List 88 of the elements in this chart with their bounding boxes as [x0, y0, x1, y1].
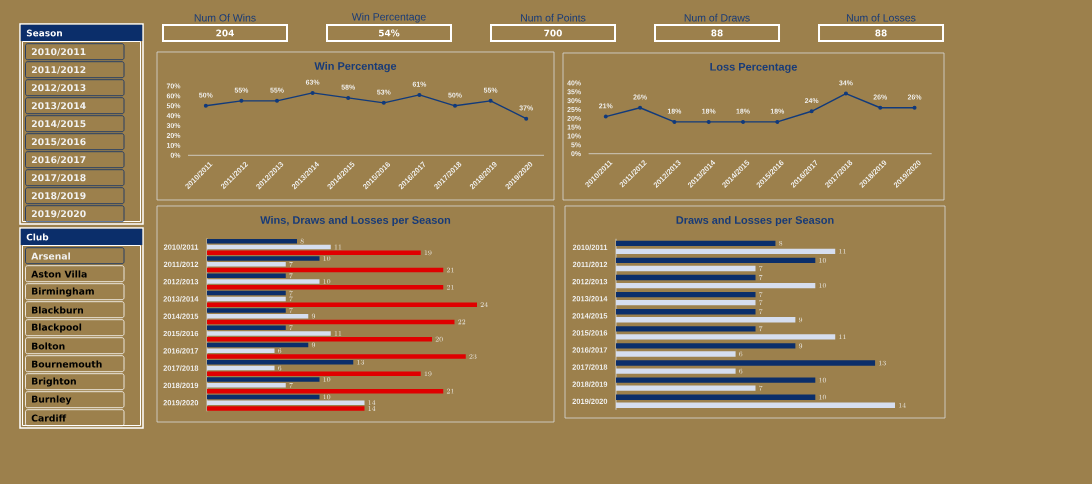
- chart-title: Wins, Draws and Losses per Season: [260, 215, 451, 227]
- point: [346, 95, 351, 100]
- chart-title: Loss Percentage: [710, 63, 797, 73]
- bar: [207, 279, 320, 284]
- category-label: 2012/2013: [31, 84, 86, 92]
- bar: [207, 331, 331, 336]
- bar: [207, 302, 477, 307]
- text: Num of Points: [521, 13, 586, 22]
- bar: [616, 282, 816, 289]
- text: 700: [544, 29, 562, 37]
- bar: [616, 343, 796, 349]
- point: [809, 109, 814, 114]
- bar: [207, 383, 286, 388]
- bar: [616, 394, 816, 400]
- text: Season: [26, 29, 62, 37]
- point: [203, 103, 208, 108]
- category-label: Blackpool: [32, 323, 82, 333]
- bar: [616, 360, 876, 366]
- chart-title: Win Percentage: [314, 61, 397, 73]
- bar: [616, 291, 756, 298]
- point: [239, 98, 244, 103]
- point: [524, 116, 529, 121]
- bar: [207, 325, 286, 330]
- point: [381, 100, 386, 105]
- bar: [207, 377, 320, 382]
- point: [603, 114, 608, 119]
- bar: [616, 265, 756, 272]
- bar: [207, 400, 365, 405]
- bar: [207, 262, 286, 267]
- bar: [616, 274, 756, 281]
- point: [417, 92, 422, 97]
- text: Num of Losses: [846, 13, 916, 22]
- bar: [207, 354, 466, 359]
- bar: [207, 256, 320, 261]
- bar: [616, 299, 756, 306]
- category-label: Bournemouth: [32, 360, 102, 368]
- point: [912, 105, 917, 110]
- chart-title: Draws and Losses per Season: [676, 215, 834, 227]
- bar: [616, 309, 756, 315]
- point: [741, 119, 745, 124]
- category-label: Arsenal: [31, 252, 70, 260]
- category-label: Burnley: [32, 395, 72, 405]
- category-label: Bolton: [32, 342, 65, 350]
- text: Win Percentage: [351, 12, 426, 23]
- bar: [616, 240, 776, 247]
- point: [638, 105, 643, 110]
- text: 88: [711, 29, 723, 37]
- text: Num of Draws: [684, 13, 750, 22]
- category-label: Blackburn: [32, 306, 84, 314]
- point: [878, 105, 883, 110]
- bar: [207, 360, 354, 365]
- point: [775, 119, 780, 124]
- text: Club: [26, 233, 49, 241]
- bar: [616, 377, 816, 383]
- category-label: 2018/2019: [31, 192, 86, 200]
- category-label: Aston Villa: [31, 270, 87, 278]
- point: [706, 119, 711, 124]
- category-label: 2015/2016: [31, 138, 86, 146]
- category-label: Birmingham: [32, 287, 94, 297]
- text: Num Of Wins: [194, 13, 256, 22]
- bar: [207, 308, 286, 313]
- bar: [616, 317, 796, 323]
- category-label: 2013/2014: [31, 102, 86, 110]
- point: [488, 98, 493, 103]
- bar: [207, 285, 444, 290]
- point: [672, 119, 677, 124]
- category-label: Brighton: [32, 377, 76, 387]
- bar: [616, 334, 836, 340]
- text: 54%: [378, 29, 400, 37]
- bar: [616, 326, 756, 332]
- bar: [616, 257, 816, 264]
- category-label: Cardiff: [31, 414, 67, 422]
- text: 88: [875, 29, 887, 37]
- bar: [207, 406, 365, 411]
- point: [843, 91, 848, 96]
- category-label: 2014/2015: [31, 120, 86, 128]
- bar: [616, 368, 736, 374]
- bar: [616, 351, 736, 357]
- category-label: 2011/2012: [31, 66, 86, 74]
- text: 204: [216, 29, 234, 37]
- bar: [616, 385, 756, 391]
- point: [453, 103, 457, 108]
- category-label: 2010/2011: [31, 48, 86, 56]
- point: [275, 98, 279, 103]
- bar: [616, 402, 896, 408]
- category-label: 2019/2020: [31, 210, 86, 218]
- bar: [616, 248, 836, 255]
- point: [310, 90, 315, 95]
